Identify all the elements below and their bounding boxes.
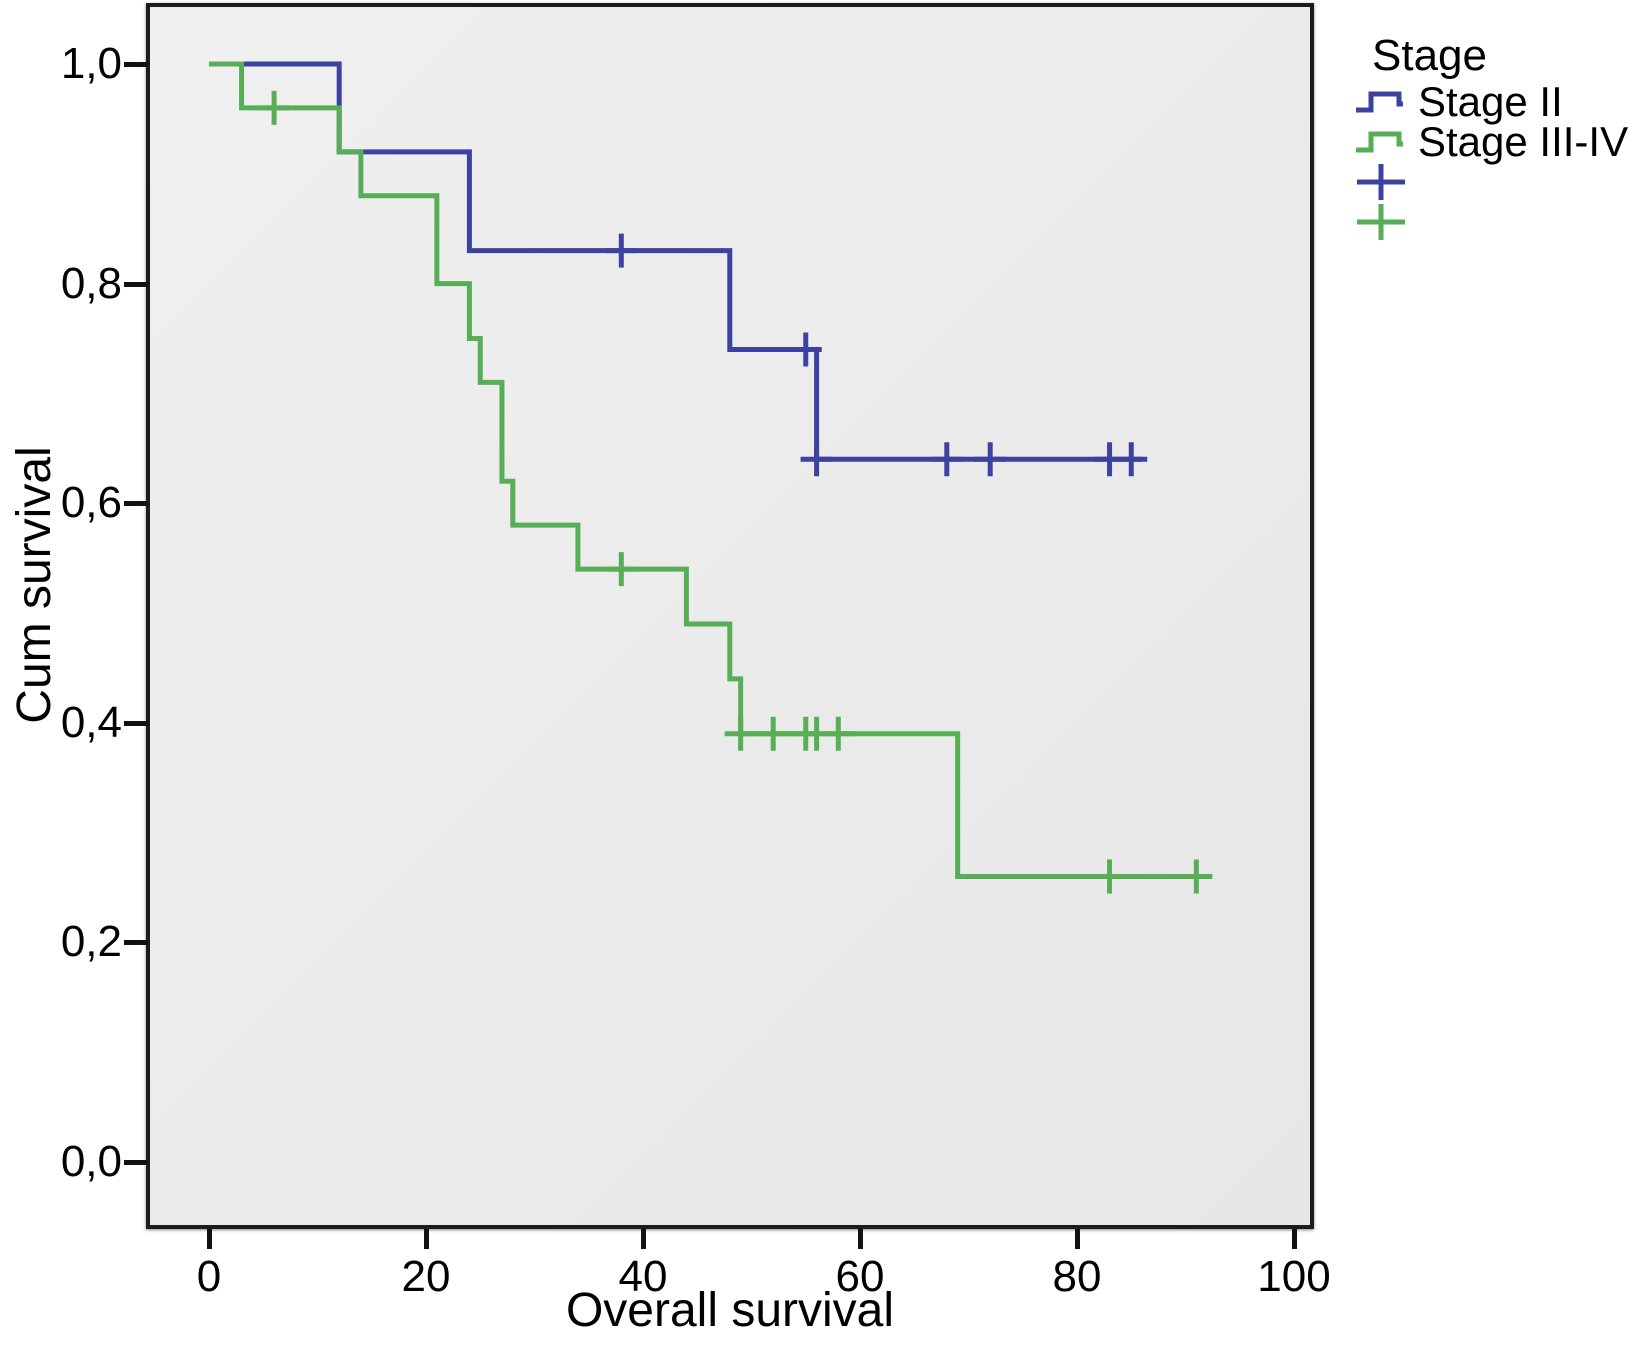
y-tick-label: 0,0 [60,1137,122,1186]
x-tick-label: 40 [618,1252,668,1301]
y-tick-mark [124,1160,148,1165]
y-tick-mark [124,281,148,287]
x-tick-label: 80 [1052,1252,1102,1301]
legend-entries: Stage II Stage III-IV [1354,78,1628,242]
x-tick-mark [641,1229,646,1249]
legend-item-label: Stage III-IV [1418,118,1629,165]
legend-item-stage-ii: Stage II [1354,78,1624,125]
x-tick-mark [1075,1229,1080,1249]
x-tick-label: 20 [401,1252,451,1301]
legend-item-label: Stage II [1418,78,1563,125]
plot-area [146,3,1314,1229]
y-tick-label: 0,4 [60,697,122,747]
legend: Stage Stage II Stage III-IV [1354,30,1628,242]
censored-plus-icon [1357,164,1405,200]
x-tick-label: 100 [1257,1252,1331,1301]
y-tick-label: 0,6 [60,478,122,528]
y-tick-mark [124,940,148,946]
survival-curves [209,61,1213,894]
y-tick-label: 1,0 [60,39,122,88]
stage-ii-curve [209,61,1143,462]
x-tick-mark [858,1229,863,1249]
x-tick-label: 0 [196,1252,222,1301]
x-tick-label: 60 [835,1252,885,1301]
legend-item-censored [1354,162,1624,202]
x-tick-mark [1292,1229,1297,1249]
y-tick-mark [124,501,148,507]
y-tick-mark [124,720,148,726]
y-axis-title: Cum survival [8,446,61,724]
y-tick-label: 0,8 [60,258,122,308]
censored-plus-icon [1357,204,1405,240]
stage-iii-iv-curve [209,61,1208,880]
x-tick-mark [424,1229,429,1249]
step-line-icon [1356,91,1403,113]
step-line-icon [1356,131,1403,153]
x-tick-mark [207,1229,212,1249]
legend-item-censored [1354,202,1624,242]
stage-iii-iv-censor-marks [258,90,1213,894]
y-tick-label: 0,2 [60,917,122,967]
legend-title: Stage [1372,31,1487,80]
x-axis-title: Overall survival [565,1284,895,1337]
stage-ii-censor-marks [605,233,1148,477]
legend-item-stage-iii-iv: Stage III-IV [1354,118,1628,165]
y-tick-mark [124,62,148,67]
